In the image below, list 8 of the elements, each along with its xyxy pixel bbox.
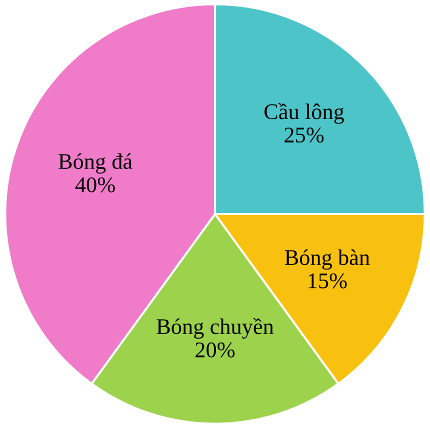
data-label: 15% [308, 273, 347, 288]
slice-label: Bóng đá [58, 153, 132, 174]
data-label: 20% [196, 342, 235, 358]
data-label: 25% [284, 128, 324, 143]
slice-label: Cầu lông [264, 102, 344, 124]
slice-label: Bóng bàn [284, 249, 370, 270]
data-label: 40% [75, 177, 115, 192]
slice-label: Bóng chuyền [156, 318, 274, 339]
